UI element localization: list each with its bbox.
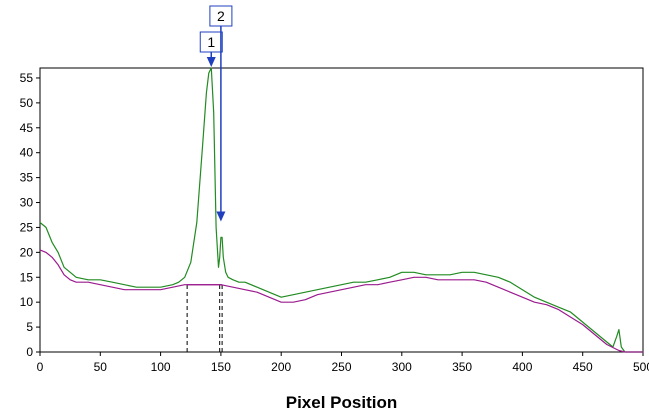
y-tick-label: 0: [26, 345, 33, 359]
x-tick-label: 300: [392, 360, 412, 374]
y-tick-label: 30: [20, 196, 34, 210]
series-group: [39, 67, 643, 353]
x-tick-label: 500: [633, 360, 649, 374]
plot-frame: [39, 67, 644, 353]
x-tick-label: 50: [94, 360, 108, 374]
peak-marker-arrowhead: [216, 211, 226, 222]
x-tick-label: 450: [573, 360, 593, 374]
plot-area: 0501001502002503003504004505000510152025…: [20, 5, 649, 374]
peak-marker-label: 2: [217, 8, 225, 24]
y-tick-label: 25: [20, 220, 34, 234]
y-tick-label: 10: [20, 295, 34, 309]
x-tick-label: 150: [211, 360, 231, 374]
y-tick-label: 45: [20, 121, 34, 135]
x-axis-title: Pixel Position: [286, 393, 397, 412]
y-tick-label: 20: [20, 245, 34, 259]
x-tick-label: 400: [512, 360, 532, 374]
peak-marker-2: 2: [209, 5, 233, 222]
y-tick-label: 15: [20, 270, 34, 284]
annotations: 12: [199, 5, 233, 222]
x-tick-label: 0: [37, 360, 44, 374]
y-tick-label: 40: [20, 146, 34, 160]
axis-tick-labels: 0 50 100 150 200 250 300 350 400 450 500 0 5 10 15 20 25…: [20, 71, 649, 374]
peak-marker-label: 1: [207, 34, 215, 50]
y-tick-label: 55: [20, 71, 34, 85]
axis-ticks: [36, 77, 644, 356]
y-tick-label: 5: [26, 320, 33, 334]
x-tick-label: 100: [151, 360, 171, 374]
y-tick-label: 50: [20, 96, 34, 110]
peak-marker-1: 1: [199, 31, 223, 67]
background-baseline-line: [39, 249, 643, 353]
x-tick-label: 200: [271, 360, 291, 374]
x-tick-label: 350: [452, 360, 472, 374]
x-tick-label: 250: [331, 360, 351, 374]
dashed-markers: [186, 284, 223, 352]
intensity-profile-line: [39, 67, 643, 353]
y-tick-label: 35: [20, 171, 34, 185]
peak-marker-arrowhead: [206, 57, 216, 67]
